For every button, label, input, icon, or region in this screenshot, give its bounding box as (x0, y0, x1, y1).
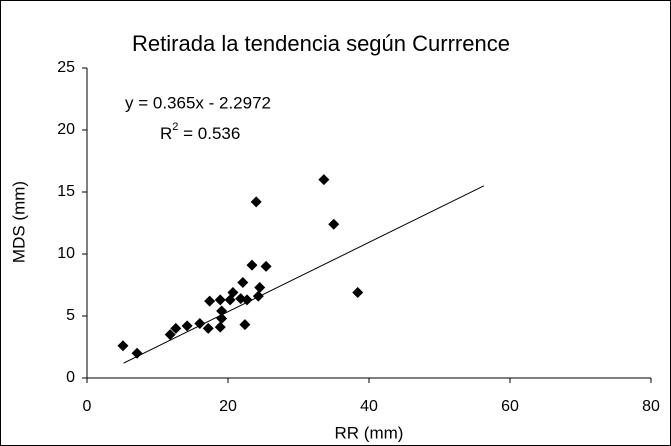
trend-equation: y = 0.365x - 2.2972 (125, 93, 271, 112)
point (352, 286, 364, 298)
point (328, 218, 340, 230)
point (216, 305, 228, 317)
y-tick-label: 25 (57, 59, 75, 76)
y-tick-label: 5 (66, 307, 75, 324)
y-tick-label: 10 (57, 245, 75, 262)
x-tick-label: 20 (219, 398, 237, 415)
point (250, 196, 262, 208)
point (117, 340, 129, 352)
point (239, 319, 251, 331)
y-axis-label: MDS (mm) (9, 181, 28, 263)
x-tick-label: 0 (83, 398, 92, 415)
point (214, 321, 226, 333)
point (204, 295, 216, 307)
r-squared: R2 = 0.536 (160, 121, 240, 144)
r2-sup: 2 (172, 121, 178, 133)
chart-title: Retirada la tendencia según Currrence (132, 31, 510, 56)
x-tick-label: 80 (642, 398, 660, 415)
point (170, 322, 182, 334)
point (194, 317, 206, 329)
point (252, 290, 264, 302)
r2-rest: = 0.536 (178, 124, 240, 143)
x-tick-label: 40 (360, 398, 378, 415)
point (260, 260, 272, 272)
y-tick-label: 20 (57, 121, 75, 138)
x-tick-label: 60 (501, 398, 519, 415)
point (202, 322, 214, 334)
point (246, 259, 258, 271)
x-axis-label: RR (mm) (335, 423, 404, 442)
y-tick-label: 0 (66, 369, 75, 386)
point (164, 329, 176, 341)
y-tick-label: 15 (57, 183, 75, 200)
point (237, 277, 249, 289)
point (216, 312, 228, 324)
point (318, 174, 330, 186)
trendline (123, 185, 485, 364)
point (241, 294, 253, 306)
point (214, 294, 226, 306)
point (131, 347, 143, 359)
point (181, 320, 193, 332)
point (227, 286, 239, 298)
r2-base: R (160, 124, 172, 143)
point (254, 281, 266, 293)
